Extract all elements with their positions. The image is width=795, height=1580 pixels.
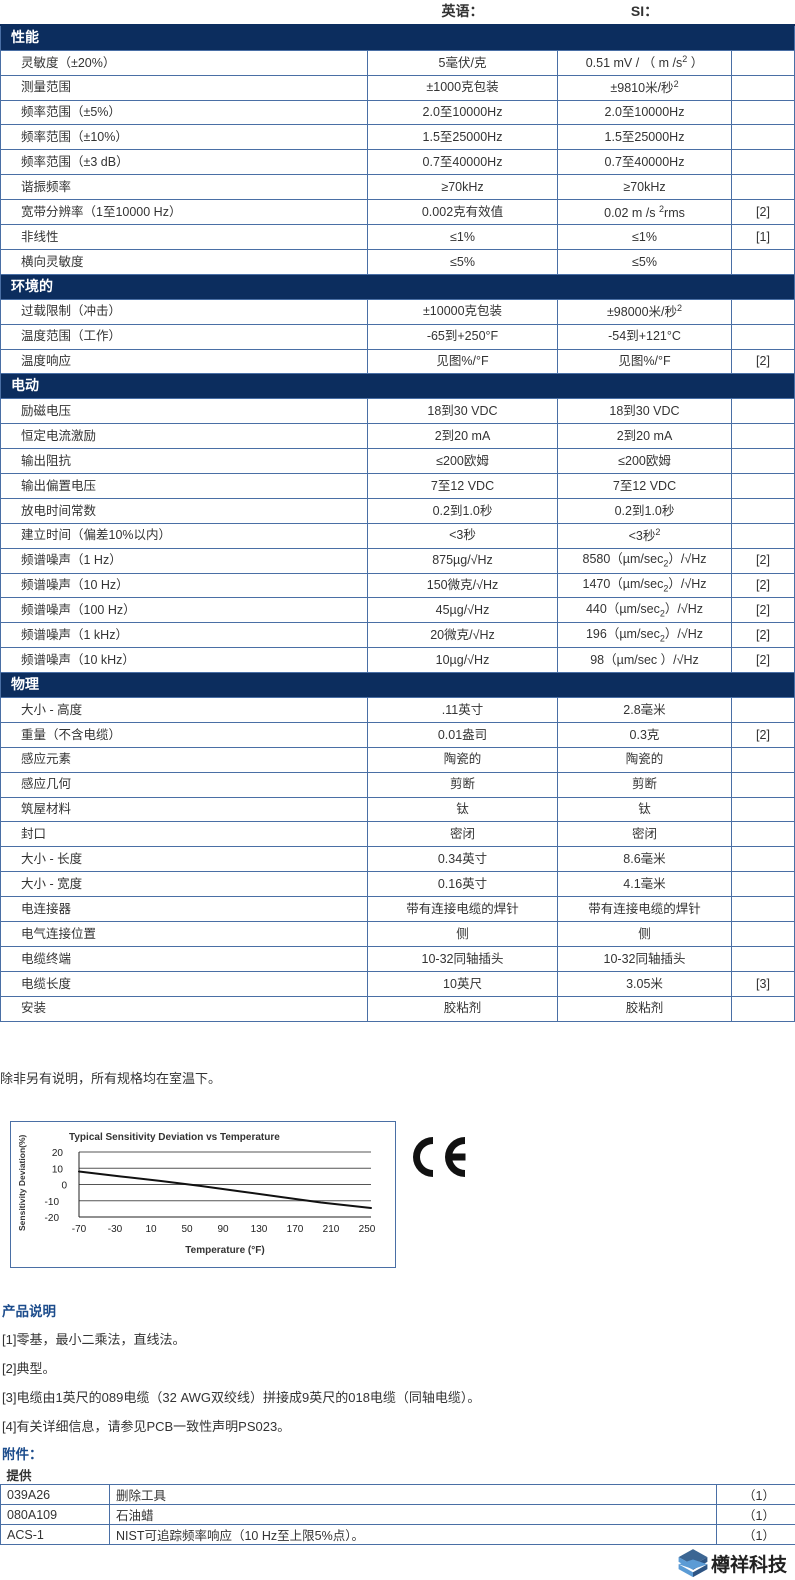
svg-text:130: 130: [251, 1224, 268, 1235]
svg-text:-30: -30: [108, 1224, 123, 1235]
svg-text:Typical Sensitivity Deviation: Typical Sensitivity Deviation vs Tempera…: [69, 1132, 280, 1143]
svg-text:Temperature (°F): Temperature (°F): [185, 1245, 264, 1256]
svg-text:-20: -20: [45, 1213, 60, 1224]
svg-text:-10: -10: [45, 1197, 60, 1208]
svg-text:-70: -70: [72, 1224, 87, 1235]
svg-text:170: 170: [287, 1224, 304, 1235]
svg-text:0: 0: [61, 1181, 67, 1192]
svg-text:50: 50: [181, 1224, 193, 1235]
svg-text:10: 10: [52, 1164, 64, 1175]
svg-text:250: 250: [359, 1224, 376, 1235]
svg-text:10: 10: [145, 1224, 157, 1235]
svg-text:210: 210: [323, 1224, 340, 1235]
svg-text:20: 20: [52, 1148, 64, 1159]
svg-text:90: 90: [217, 1224, 229, 1235]
svg-text:Sensitivity Deviation(%): Sensitivity Deviation(%): [17, 1134, 27, 1231]
